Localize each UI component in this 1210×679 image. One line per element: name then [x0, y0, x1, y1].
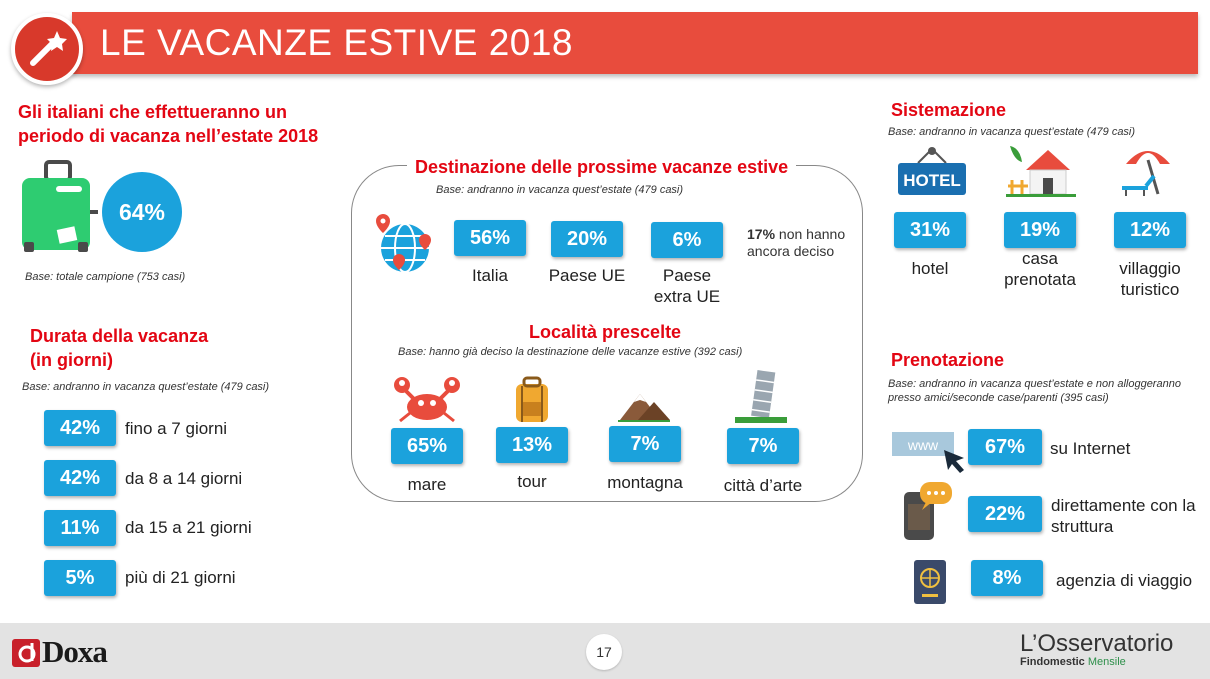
booking-value-agenzia: 8% [971, 560, 1043, 596]
booking-label-internet: su Internet [1050, 438, 1130, 459]
duration-label-1: fino a 7 giorni [125, 419, 228, 438]
duration-label-3: da 15 a 21 giorni [125, 518, 252, 537]
locality-value-citta: 7% [727, 428, 799, 464]
undecided-value: 17% [747, 226, 776, 242]
hotel-sign-text: HOTEL [903, 171, 961, 190]
duration-heading-line2: (in giorni) [30, 350, 113, 370]
accommodation-label-villaggio-line2: turistico [1120, 280, 1180, 299]
undecided-note: 17% non hanno ancora deciso [747, 226, 845, 260]
magic-wand-logo [11, 13, 83, 85]
page-number: 17 [586, 634, 622, 670]
locality-value-mare: 65% [391, 428, 463, 464]
destination-label-extra-ue-line1: Paese [662, 266, 712, 285]
crab-icon [394, 377, 460, 423]
house-icon [1006, 146, 1076, 197]
destination-label-italia: Italia [472, 266, 508, 285]
beach-umbrella-icon [1122, 151, 1170, 196]
mountain-icon [618, 394, 670, 422]
intro-value-circle: 64% [102, 172, 182, 252]
locality-value-montagna: 7% [609, 426, 681, 462]
booking-label-internet-line1: su Internet [1050, 439, 1131, 458]
duration-heading-line1: Durata della vacanza [30, 326, 209, 346]
locality-label-tour: tour [517, 472, 547, 491]
magic-wand-icon [30, 31, 67, 66]
accommodation-label-casa-line2: prenotata [1004, 270, 1076, 289]
passport-icon [914, 560, 946, 604]
locality-label-citta: città d’arte [723, 476, 803, 495]
booking-label-struttura: direttamente con la struttura [1051, 495, 1196, 537]
duration-value-2: 42% [44, 460, 116, 496]
booking-label-agenzia: agenzia di viaggio [1056, 570, 1192, 591]
www-cursor-icon: www [892, 432, 964, 473]
destination-value-ue: 20% [551, 221, 623, 257]
destination-value-extra-ue: 6% [651, 222, 723, 258]
page-title: LE VACANZE ESTIVE 2018 [100, 22, 574, 63]
booking-label-struttura-line2: struttura [1051, 517, 1114, 536]
accommodation-label-hotel: hotel [880, 258, 980, 279]
destination-label-extra-ue-line2: extra UE [653, 287, 721, 306]
intro-heading-line1: Gli italiani che effettueranno un [18, 102, 288, 122]
backpack-icon [516, 376, 548, 422]
undecided-text1: non hanno [775, 226, 846, 242]
localities-title: Località prescelte [529, 322, 682, 342]
accommodation-label-casa: casa prenotata [990, 248, 1090, 290]
accommodation-label-casa-line1: casa [1022, 249, 1058, 268]
booking-value-internet: 67% [968, 429, 1042, 465]
booking-base-line1: Base: andranno in vacanza quest’estate e… [888, 378, 1181, 390]
findomestic-text: Findomestic [1020, 656, 1085, 668]
osservatorio-title: L’Osservatorio [1020, 630, 1174, 657]
accommodation-label-hotel-line1: hotel [911, 259, 949, 278]
duration-value-1: 42% [44, 410, 116, 446]
localities-base: Base: hanno già deciso la destinazione d… [398, 346, 743, 358]
booking-base: Base: andranno in vacanza quest’estate e… [888, 377, 1181, 405]
accommodation-value-casa: 19% [1004, 212, 1076, 248]
www-text: www [907, 437, 939, 453]
hotel-sign-icon: HOTEL [898, 147, 966, 195]
duration-label-2: da 8 a 14 giorni [125, 469, 243, 488]
globe-pin-icon [376, 214, 431, 273]
booking-label-agenzia-line1: agenzia di viaggio [1056, 571, 1193, 590]
doxa-logo-icon [12, 639, 40, 667]
accommodation-label-villaggio-line1: villaggio [1119, 259, 1181, 278]
doxa-logo-text: Doxa [42, 634, 108, 669]
duration-base: Base: andranno in vacanza quest’estate (… [22, 381, 270, 393]
intro-heading-line2: periodo di vacanza nell’estate 2018 [18, 126, 319, 146]
chat-bubble-icon [904, 482, 952, 540]
duration-value-4: 5% [44, 560, 116, 596]
destination-title: Destinazione delle prossime vacanze esti… [407, 155, 797, 179]
mensile-text: Mensile [1087, 656, 1126, 668]
booking-value-struttura: 22% [968, 496, 1042, 532]
pisa-tower-icon [735, 370, 787, 423]
duration-value-3: 11% [44, 510, 116, 546]
accommodation-title: Sistemazione [891, 100, 1007, 120]
intro-heading: Gli italiani che effettueranno un period… [18, 100, 318, 148]
locality-label-montagna: montagna [607, 473, 683, 492]
destination-label-ue: Paese UE [548, 266, 626, 285]
locality-label-mare: mare [407, 475, 447, 494]
destination-base: Base: andranno in vacanza quest’estate (… [436, 184, 684, 196]
accommodation-value-villaggio: 12% [1114, 212, 1186, 248]
accommodation-base: Base: andranno in vacanza quest’estate (… [888, 126, 1136, 138]
booking-base-line2: presso amici/seconde case/parenti (395 c… [888, 392, 1109, 404]
duration-heading: Durata della vacanza (in giorni) [30, 324, 208, 372]
intro-base: Base: totale campione (753 casi) [25, 271, 186, 283]
suitcase-icon [22, 160, 98, 252]
accommodation-label-villaggio: villaggio turistico [1100, 258, 1200, 300]
destination-label-extra-ue: Paese extra UE [637, 265, 737, 307]
locality-value-tour: 13% [496, 427, 568, 463]
undecided-text2: ancora deciso [747, 243, 835, 259]
booking-title: Prenotazione [891, 350, 1005, 370]
duration-label-4: più di 21 giorni [125, 568, 236, 587]
accommodation-value-hotel: 31% [894, 212, 966, 248]
osservatorio-subtitle: Findomestic Mensile [1020, 656, 1126, 668]
title-banner [72, 12, 1198, 74]
destination-value-italia: 56% [454, 220, 526, 256]
booking-label-struttura-line1: direttamente con la [1051, 496, 1196, 515]
